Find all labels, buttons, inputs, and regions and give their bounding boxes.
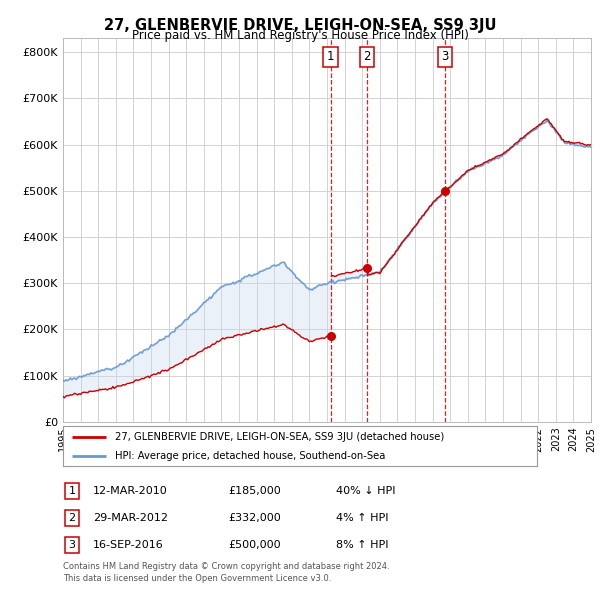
Text: £332,000: £332,000 — [228, 513, 281, 523]
Text: £500,000: £500,000 — [228, 540, 281, 550]
Text: 27, GLENBERVIE DRIVE, LEIGH-ON-SEA, SS9 3JU (detached house): 27, GLENBERVIE DRIVE, LEIGH-ON-SEA, SS9 … — [115, 432, 445, 442]
Text: 2: 2 — [68, 513, 76, 523]
Text: 2: 2 — [363, 50, 370, 63]
Text: 4% ↑ HPI: 4% ↑ HPI — [336, 513, 389, 523]
Text: 8% ↑ HPI: 8% ↑ HPI — [336, 540, 389, 550]
Text: HPI: Average price, detached house, Southend-on-Sea: HPI: Average price, detached house, Sout… — [115, 451, 386, 461]
Text: 1: 1 — [327, 50, 334, 63]
Text: 3: 3 — [68, 540, 76, 550]
Text: £185,000: £185,000 — [228, 486, 281, 496]
Text: Price paid vs. HM Land Registry's House Price Index (HPI): Price paid vs. HM Land Registry's House … — [131, 30, 469, 42]
Text: 29-MAR-2012: 29-MAR-2012 — [93, 513, 168, 523]
Text: 40% ↓ HPI: 40% ↓ HPI — [336, 486, 395, 496]
Text: 3: 3 — [442, 50, 449, 63]
Text: 27, GLENBERVIE DRIVE, LEIGH-ON-SEA, SS9 3JU: 27, GLENBERVIE DRIVE, LEIGH-ON-SEA, SS9 … — [104, 18, 496, 32]
Text: 1: 1 — [68, 486, 76, 496]
Text: Contains HM Land Registry data © Crown copyright and database right 2024.: Contains HM Land Registry data © Crown c… — [63, 562, 389, 571]
Text: This data is licensed under the Open Government Licence v3.0.: This data is licensed under the Open Gov… — [63, 574, 331, 583]
Text: 16-SEP-2016: 16-SEP-2016 — [93, 540, 164, 550]
Text: 12-MAR-2010: 12-MAR-2010 — [93, 486, 168, 496]
